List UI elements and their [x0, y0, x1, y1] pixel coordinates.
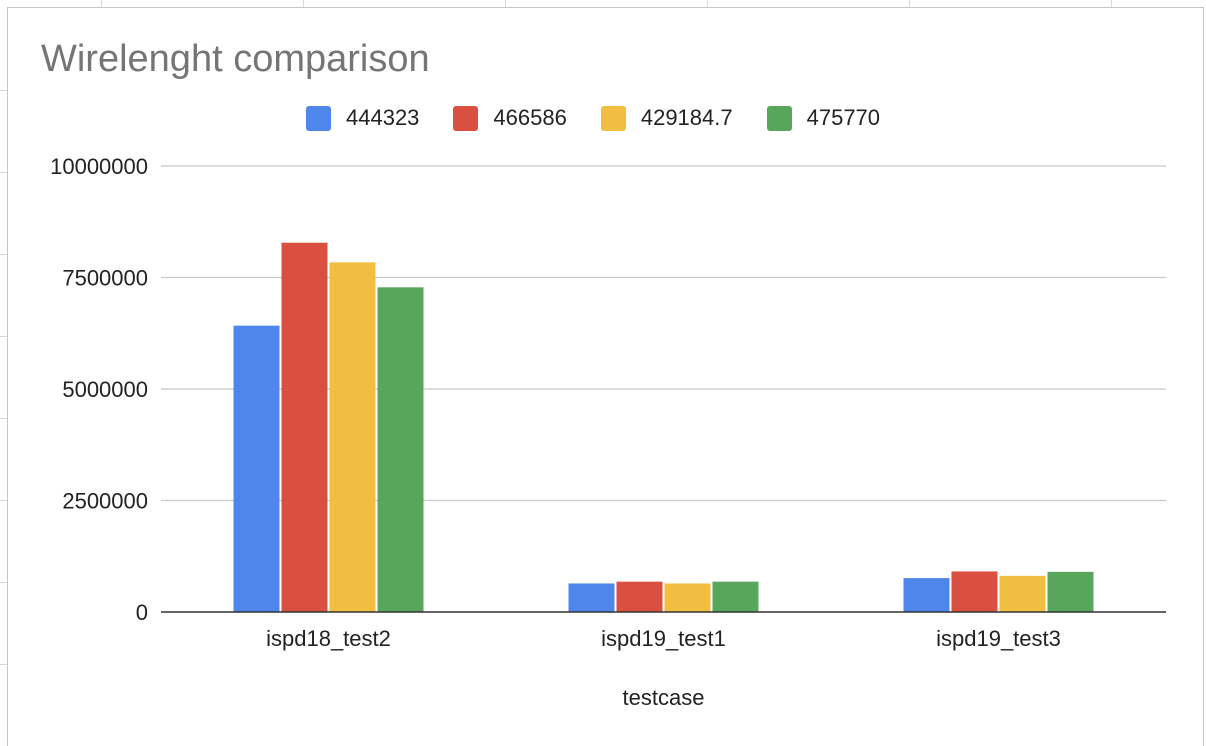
sheet-gridline [0, 582, 8, 583]
chart-title: Wirelenght comparison [41, 38, 430, 80]
bar [281, 242, 328, 612]
bar [664, 583, 711, 612]
bar [233, 325, 280, 612]
x-tick-label: ispd19_test3 [936, 626, 1061, 651]
sheet-gridline [303, 0, 304, 8]
sheet-gridline [505, 0, 506, 8]
legend-item: 466586 [453, 105, 567, 131]
bar [999, 575, 1046, 612]
sheet-gridline [0, 664, 8, 665]
y-tick-label: 2500000 [62, 489, 148, 514]
legend-item: 429184.7 [600, 105, 733, 131]
chart-legend: 444323 466586 429184.7 475770 [306, 104, 914, 132]
y-tick-label: 5000000 [62, 377, 148, 402]
y-tick-label: 10000000 [50, 154, 148, 179]
sheet-gridline [0, 172, 8, 173]
y-tick-label: 0 [136, 600, 148, 625]
bar [616, 581, 663, 612]
sheet-gridline [0, 90, 8, 91]
sheet-gridline [707, 0, 708, 8]
bar [568, 583, 615, 612]
bar [951, 571, 998, 612]
bar [329, 262, 376, 612]
x-tick-label: ispd18_test2 [266, 626, 391, 651]
legend-label: 444323 [346, 105, 420, 130]
legend-swatch [453, 105, 479, 131]
sheet-gridline [101, 0, 102, 8]
sheet-gridline [0, 336, 8, 337]
bar [712, 581, 759, 612]
bar [377, 287, 424, 612]
sheet-gridline [909, 0, 910, 8]
sheet-gridline [0, 254, 8, 255]
x-tick-label: ispd19_test1 [601, 626, 726, 651]
legend-swatch [306, 105, 331, 131]
legend-label: 475770 [806, 105, 881, 130]
legend-label: 466586 [493, 105, 567, 130]
x-axis-title: testcase [623, 685, 705, 710]
legend-item: 444323 [306, 105, 419, 131]
bar [1047, 571, 1094, 612]
legend-swatch [766, 105, 792, 131]
legend-item: 475770 [766, 105, 881, 131]
sheet-gridline [0, 418, 8, 419]
legend-swatch [600, 105, 626, 131]
bar [903, 578, 950, 612]
sheet-gridline [1111, 0, 1112, 8]
legend-label: 429184.7 [640, 105, 733, 130]
sheet-gridline [0, 500, 8, 501]
y-tick-label: 7500000 [62, 266, 148, 291]
